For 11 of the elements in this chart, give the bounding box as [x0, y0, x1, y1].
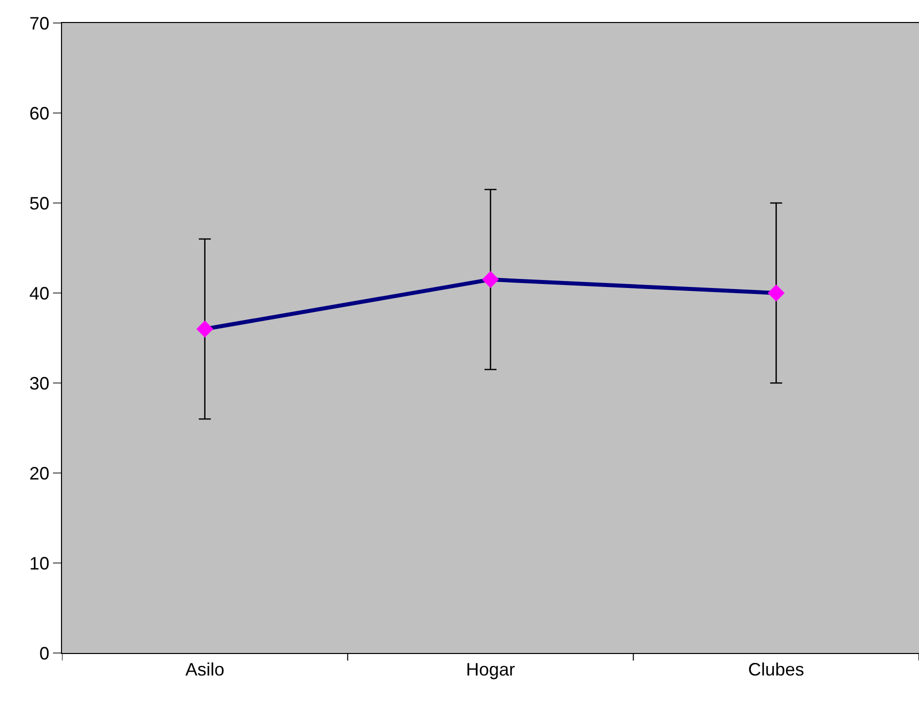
y-tick-label: 10: [29, 553, 50, 574]
y-tick-label: 0: [39, 643, 50, 664]
y-tick-label: 30: [29, 373, 50, 394]
y-tick-label: 70: [29, 13, 50, 34]
y-tick-label: 50: [29, 193, 50, 214]
y-tick-label: 20: [29, 463, 50, 484]
y-tick-label: 40: [29, 283, 50, 304]
x-tick-label: Asilo: [185, 660, 224, 680]
y-tick-label: 60: [29, 103, 50, 124]
x-tick-label: Clubes: [748, 660, 804, 680]
x-tick-label: Hogar: [466, 660, 516, 680]
